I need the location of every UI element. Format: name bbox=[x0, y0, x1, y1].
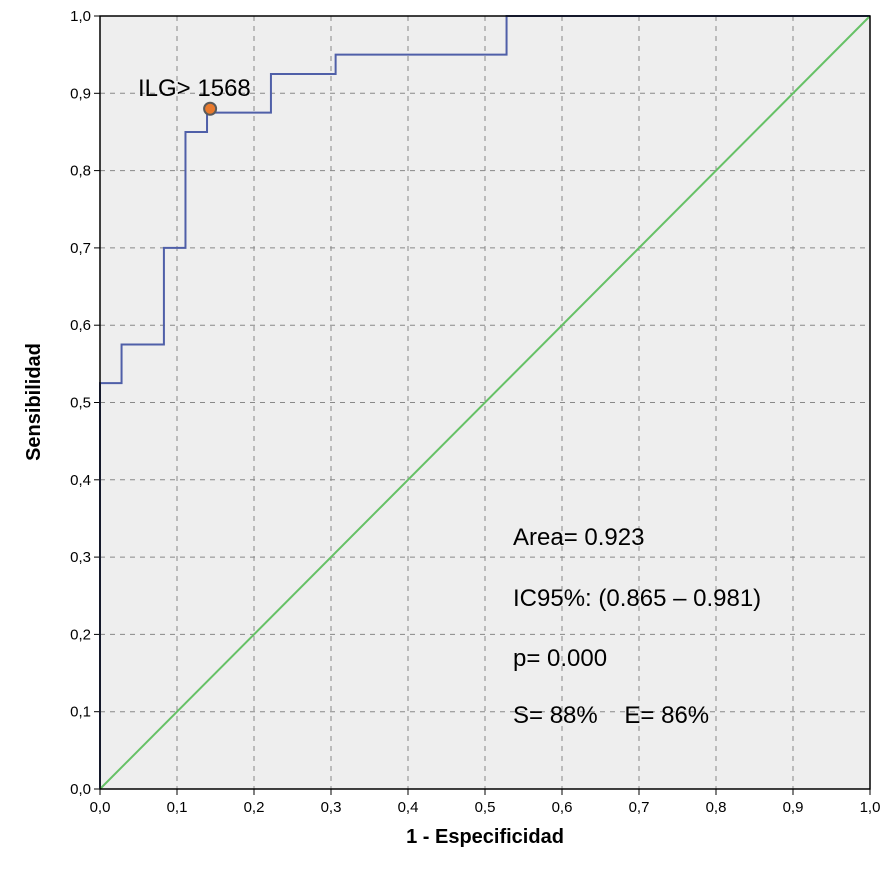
y-axis-title: Sensibilidad bbox=[23, 343, 45, 461]
x-tick-label: 0,7 bbox=[629, 799, 650, 816]
x-tick-label: 0,2 bbox=[244, 799, 265, 816]
y-tick-label: 0,8 bbox=[70, 163, 91, 180]
annotation-ci: IC95%: (0.865 – 0.981) bbox=[513, 585, 761, 612]
roc-curve-line bbox=[99, 15, 870, 789]
x-tick-label: 0,5 bbox=[475, 799, 496, 816]
y-tick-label: 0,6 bbox=[70, 317, 91, 334]
series-group bbox=[99, 15, 871, 790]
x-tick-labels: 0,0 0,1 0,2 0,3 0,4 0,5 0,6 0,7 0,8 0,9 1,0 bbox=[90, 799, 881, 816]
plot-frame bbox=[99, 15, 871, 790]
y-tick-label: 0,3 bbox=[70, 549, 91, 566]
x-tick-label: 0,1 bbox=[167, 799, 188, 816]
x-tick-label: 0,8 bbox=[706, 799, 727, 816]
y-tick-label: 0,4 bbox=[70, 472, 91, 489]
y-tick-label: 0,0 bbox=[70, 781, 91, 798]
x-axis-title: 1 - Especificidad bbox=[406, 826, 564, 848]
x-tick-label: 0,3 bbox=[321, 799, 342, 816]
y-tick-label: 0,7 bbox=[70, 240, 91, 257]
y-tick-label: 0,5 bbox=[70, 395, 91, 412]
annotation-area: Area= 0.923 bbox=[513, 524, 644, 551]
y-tick-labels: 0,0 0,1 0,2 0,3 0,4 0,5 0,6 0,7 0,8 0,9 1,0 bbox=[70, 8, 91, 798]
x-tick-label: 0,9 bbox=[783, 799, 804, 816]
x-tick-label: 0,4 bbox=[398, 799, 419, 816]
y-tick-label: 0,9 bbox=[70, 85, 91, 102]
x-tick-label: 0,6 bbox=[552, 799, 573, 816]
y-tick-label: 1,0 bbox=[70, 8, 91, 25]
cutoff-point-marker bbox=[203, 101, 218, 116]
reference-diagonal-line bbox=[99, 15, 871, 790]
y-tick-label: 0,1 bbox=[70, 704, 91, 721]
annotation-sens-spec: S= 88% E= 86% bbox=[513, 702, 709, 729]
x-tick-label: 1,0 bbox=[860, 799, 881, 816]
highlight-label: ILG> 1568 bbox=[138, 75, 251, 102]
grid-lines bbox=[100, 16, 870, 789]
annotation-p: p= 0.000 bbox=[513, 645, 607, 672]
x-tick-label: 0,0 bbox=[90, 799, 111, 816]
y-tick-label: 0,2 bbox=[70, 626, 91, 643]
